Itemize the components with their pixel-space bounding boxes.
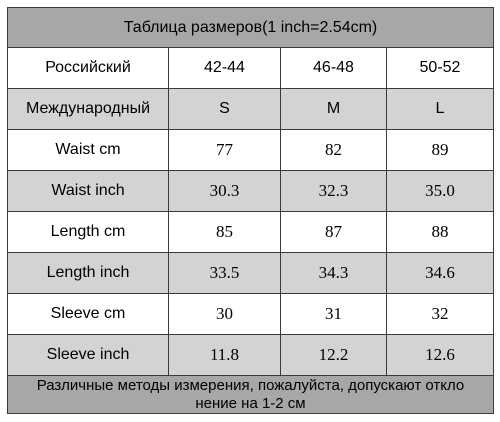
cell: 32: [386, 293, 494, 335]
row-label: Waist cm: [7, 129, 169, 171]
cell: 34.3: [280, 252, 387, 294]
cell: 34.6: [386, 252, 494, 294]
cell: 32.3: [280, 170, 387, 212]
cell: 42-44: [168, 47, 281, 89]
cell: 82: [280, 129, 387, 171]
row-label: Sleeve inch: [7, 334, 169, 376]
row-label: Российский: [7, 47, 169, 89]
cell: 50-52: [386, 47, 494, 89]
table-row: Waist inch 30.3 32.3 35.0: [7, 170, 494, 212]
footer-line: нение на 1-2 см: [195, 394, 306, 412]
footer-line: Различные методы измерения, пожалуйста, …: [36, 376, 465, 394]
size-table: Таблица размеров(1 inch=2.54cm) Российск…: [7, 7, 494, 414]
cell: 77: [168, 129, 281, 171]
cell: 46-48: [280, 47, 387, 89]
row-label: Международный: [7, 88, 169, 130]
cell: 11.8: [168, 334, 281, 376]
cell: S: [168, 88, 281, 130]
table-row: Sleeve inch 11.8 12.2 12.6: [7, 334, 494, 376]
cell: 30: [168, 293, 281, 335]
row-label: Length inch: [7, 252, 169, 294]
cell: 30.3: [168, 170, 281, 212]
cell: 12.6: [386, 334, 494, 376]
footer-note: Различные методы измерения, пожалуйста, …: [7, 375, 494, 414]
row-label: Length cm: [7, 211, 169, 253]
title-row: Таблица размеров(1 inch=2.54cm): [7, 7, 494, 48]
table-row: Length inch 33.5 34.3 34.6: [7, 252, 494, 294]
row-label: Waist inch: [7, 170, 169, 212]
cell: 31: [280, 293, 387, 335]
table-row: Международный S M L: [7, 88, 494, 130]
footer-row: Различные методы измерения, пожалуйста, …: [7, 375, 494, 414]
cell: 35.0: [386, 170, 494, 212]
table-row: Length cm 85 87 88: [7, 211, 494, 253]
cell: L: [386, 88, 494, 130]
cell: 89: [386, 129, 494, 171]
table-title: Таблица размеров(1 inch=2.54cm): [7, 7, 494, 48]
table-row: Waist cm 77 82 89: [7, 129, 494, 171]
cell: 33.5: [168, 252, 281, 294]
cell: 88: [386, 211, 494, 253]
table-row: Sleeve cm 30 31 32: [7, 293, 494, 335]
cell: 12.2: [280, 334, 387, 376]
cell: M: [280, 88, 387, 130]
cell: 85: [168, 211, 281, 253]
table-row: Российский 42-44 46-48 50-52: [7, 47, 494, 89]
cell: 87: [280, 211, 387, 253]
size-table-container: Таблица размеров(1 inch=2.54cm) Российск…: [7, 7, 494, 416]
row-label: Sleeve cm: [7, 293, 169, 335]
